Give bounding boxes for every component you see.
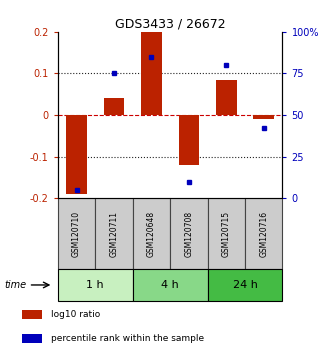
Text: GSM120715: GSM120715 — [222, 211, 231, 257]
Bar — [95, 198, 133, 269]
Text: GSM120711: GSM120711 — [109, 211, 118, 257]
Bar — [178, 115, 199, 165]
Text: log10 ratio: log10 ratio — [51, 310, 100, 319]
Bar — [58, 269, 133, 301]
Text: 24 h: 24 h — [233, 280, 257, 290]
Text: time: time — [4, 280, 26, 290]
Bar — [58, 198, 95, 269]
Bar — [22, 310, 42, 319]
Bar — [216, 80, 237, 115]
Bar — [133, 269, 208, 301]
Bar — [104, 98, 124, 115]
Text: GSM120716: GSM120716 — [259, 211, 268, 257]
Bar — [254, 115, 274, 119]
Text: 4 h: 4 h — [161, 280, 179, 290]
Text: GSM120708: GSM120708 — [184, 211, 193, 257]
Bar — [245, 198, 282, 269]
Text: GSM120710: GSM120710 — [72, 211, 81, 257]
Bar — [170, 198, 208, 269]
Bar — [208, 198, 245, 269]
Text: percentile rank within the sample: percentile rank within the sample — [51, 333, 204, 343]
Bar — [208, 269, 282, 301]
Bar — [22, 333, 42, 343]
Bar — [141, 32, 162, 115]
Text: 1 h: 1 h — [86, 280, 104, 290]
Bar — [133, 198, 170, 269]
Title: GDS3433 / 26672: GDS3433 / 26672 — [115, 18, 225, 31]
Text: GSM120648: GSM120648 — [147, 211, 156, 257]
Bar — [66, 115, 87, 194]
